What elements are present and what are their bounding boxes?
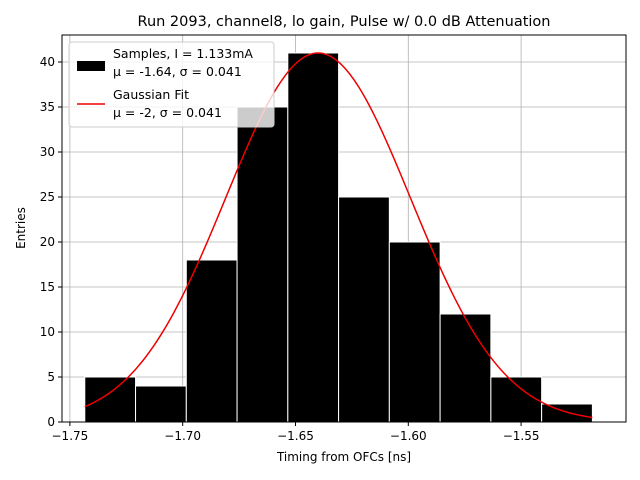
y-tick-label-4: 20 — [40, 235, 55, 249]
x-tick-label-3: −1.60 — [390, 429, 427, 443]
y-tick-label-5: 25 — [40, 190, 55, 204]
x-axis-title: Timing from OFCs [ns] — [276, 450, 411, 464]
histogram-bar-1 — [135, 385, 187, 423]
x-tick-label-2: −1.65 — [277, 429, 314, 443]
y-tick-label-3: 15 — [40, 280, 55, 294]
chart-title: Run 2093, channel8, lo gain, Pulse w/ 0.… — [138, 14, 551, 30]
legend-box — [68, 41, 275, 128]
x-tick-label-1: −1.70 — [164, 429, 201, 443]
x-tick-label-0: −1.75 — [52, 429, 89, 443]
legend-label-gaussian-fit-stats: μ = -2, σ = 0.041 — [113, 105, 222, 120]
y-tick-label-1: 5 — [47, 370, 55, 384]
gaussian-fit-line — [84, 52, 593, 419]
histogram-bar-6 — [388, 241, 441, 423]
y-tick-label-2: 10 — [40, 325, 55, 339]
y-axis-title: Entries — [14, 207, 28, 249]
x-axis-ticks: −1.75 −1.70 −1.65 −1.60 −1.55 — [52, 422, 540, 443]
y-tick-label-0: 0 — [47, 415, 55, 429]
histogram-bar-7 — [439, 313, 492, 423]
y-tick-label-7: 35 — [40, 100, 55, 114]
histogram-bar-9 — [541, 403, 593, 423]
histogram-bar-8 — [490, 376, 543, 423]
legend-label-gaussian-fit: Gaussian Fit — [113, 87, 189, 102]
y-tick-label-6: 30 — [40, 145, 55, 159]
x-tick-label-4: −1.55 — [503, 429, 540, 443]
histogram-bar-2 — [185, 259, 238, 423]
y-axis-ticks: 0 5 10 15 20 25 30 35 40 — [40, 55, 62, 429]
legend-label-samples: Samples, I = 1.133mA — [113, 46, 253, 61]
legend: Samples, I = 1.133mA μ = -1.64, σ = 0.04… — [68, 41, 275, 128]
plot-frame — [61, 34, 627, 423]
legend-label-samples-stats: μ = -1.64, σ = 0.041 — [113, 64, 242, 79]
legend-swatch-samples — [77, 61, 105, 71]
histogram-bars — [84, 52, 593, 423]
histogram-bar-0 — [84, 376, 137, 423]
histogram-bar-4 — [287, 52, 340, 423]
histogram-bar-5 — [338, 196, 390, 423]
y-tick-label-8: 40 — [40, 55, 55, 69]
